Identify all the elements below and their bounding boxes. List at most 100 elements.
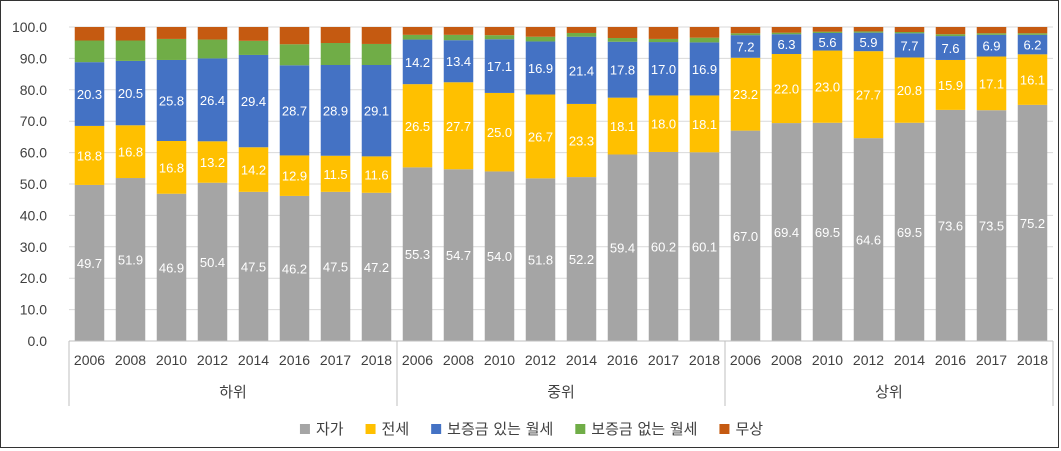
data-label: 6.2 (1023, 38, 1041, 53)
legend-label: 보증금 있는 월세 (447, 420, 553, 438)
data-label: 28.9 (323, 103, 348, 118)
data-label: 69.4 (774, 225, 799, 240)
bar-segment (689, 42, 720, 96)
data-label: 26.5 (405, 119, 430, 134)
data-label: 6.9 (982, 39, 1000, 54)
data-label: 7.6 (941, 41, 959, 56)
data-label: 59.4 (610, 241, 635, 256)
data-label: 28.7 (282, 103, 307, 118)
x-tick-label: 2008 (771, 352, 802, 368)
data-label: 20.3 (77, 87, 102, 102)
data-label: 46.2 (282, 261, 307, 276)
data-label: 49.7 (77, 256, 102, 271)
bar-segment (853, 51, 884, 139)
bar-segment (156, 193, 187, 341)
x-tick-label: 2010 (812, 352, 843, 368)
data-label: 73.6 (938, 218, 963, 233)
bar-segment (812, 27, 843, 32)
y-axis: 0.0 10.0 20.0 30.0 40.0 50.0 60.0 70.0 80.0 90.0 1… (12, 19, 47, 349)
bar-segment (443, 82, 474, 170)
bar-segment (74, 125, 105, 185)
x-tick-label: 2012 (853, 352, 884, 368)
data-label: 14.2 (405, 55, 430, 70)
bar-segment (74, 27, 105, 41)
bar-segment (689, 95, 720, 153)
data-label: 47.5 (323, 259, 348, 274)
bar-segment (238, 40, 269, 55)
bar-segment (443, 40, 474, 83)
x-tick-label: 2017 (976, 352, 1007, 368)
bar-segment (771, 34, 802, 55)
data-label: 67.0 (733, 229, 758, 244)
bar-segment (402, 39, 433, 85)
data-label: 29.4 (241, 94, 266, 109)
data-label: 16.9 (528, 61, 553, 76)
bar-segment (853, 32, 884, 52)
data-label: 17.8 (610, 63, 635, 78)
bar-segment (443, 169, 474, 341)
data-label: 16.1 (1020, 73, 1045, 88)
y-tick-label: 60.0 (20, 145, 47, 161)
data-label: 73.5 (979, 219, 1004, 234)
data-label: 6.3 (777, 37, 795, 52)
bar-segment (320, 155, 351, 192)
y-tick-label: 50.0 (20, 176, 47, 192)
gridlines (69, 26, 1053, 342)
bar-segment (648, 27, 679, 39)
data-label: 50.4 (200, 255, 225, 270)
bar-segment (484, 171, 515, 341)
x-tick-label: 2006 (730, 352, 761, 368)
data-label: 29.1 (364, 104, 389, 119)
bar-segment (1017, 34, 1048, 55)
data-label: 54.0 (487, 249, 512, 264)
bar-segment (730, 27, 761, 34)
bar-segment (238, 191, 269, 341)
group-label: 상위 (875, 383, 903, 401)
bar-segment (197, 141, 228, 183)
bar-segment (197, 182, 228, 341)
bar-segment (361, 64, 392, 157)
x-tick-label: 2017 (648, 352, 679, 368)
data-label: 55.3 (405, 247, 430, 262)
bar-segment (771, 123, 802, 341)
data-label: 13.4 (446, 54, 471, 69)
data-label: 18.1 (692, 117, 717, 132)
bar-segment (279, 44, 310, 66)
data-label: 13.2 (200, 155, 225, 170)
group-label: 하위 (219, 383, 247, 401)
bar-segment (1017, 104, 1048, 341)
data-label: 23.0 (815, 80, 840, 95)
bar-segment (156, 27, 187, 39)
bar-segment (361, 156, 392, 193)
bar-segment (115, 178, 146, 341)
bar-segment (689, 152, 720, 341)
data-label: 69.5 (897, 225, 922, 240)
data-label: 14.2 (241, 163, 266, 178)
data-label: 11.5 (323, 167, 347, 182)
y-tick-label: 100.0 (12, 19, 47, 35)
bar-segment (853, 27, 884, 32)
bar-segment (894, 32, 925, 34)
data-label: 17.0 (651, 62, 676, 77)
x-tick-label: 2010 (484, 352, 515, 368)
bar-segment (894, 27, 925, 33)
data-label: 17.1 (487, 59, 512, 74)
bar-segment (976, 56, 1007, 111)
data-label: 27.7 (856, 88, 881, 103)
bar-segment (156, 38, 187, 60)
bar-segment (279, 65, 310, 156)
data-label: 12.9 (282, 169, 307, 184)
bar-segment (566, 103, 597, 178)
bar-segment (730, 130, 761, 341)
bar-segment (402, 84, 433, 168)
data-label: 69.5 (815, 225, 840, 240)
bar-segment (976, 34, 1007, 57)
x-tick-label: 2014 (894, 352, 925, 368)
bar-segment (566, 177, 597, 341)
data-label: 7.2 (736, 39, 754, 54)
bar-segment (648, 95, 679, 152)
x-tick-label: 2008 (443, 352, 474, 368)
data-label: 47.5 (241, 259, 266, 274)
